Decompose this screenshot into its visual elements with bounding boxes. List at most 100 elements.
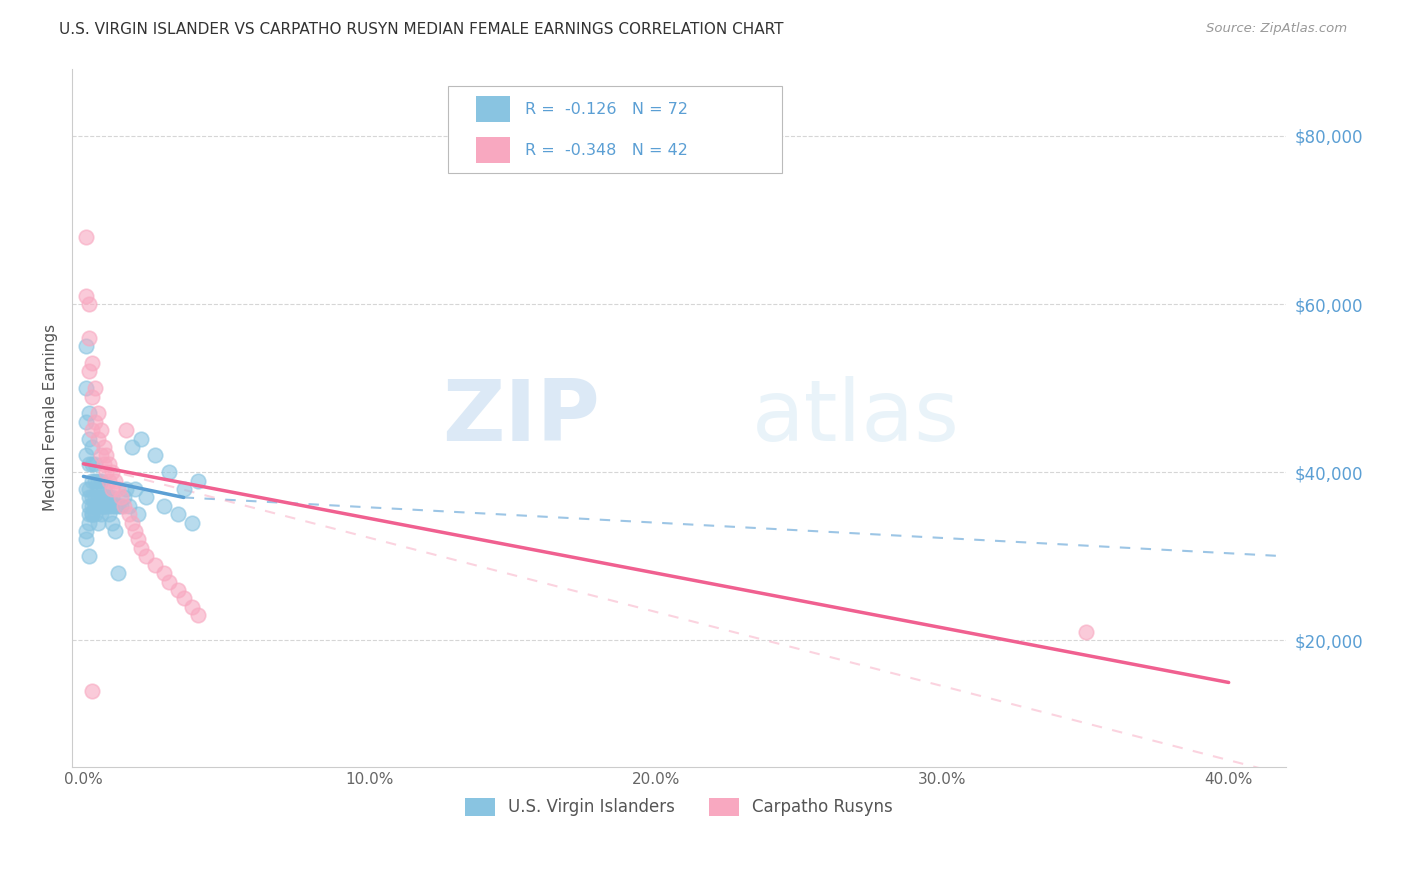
Point <box>87 432 110 446</box>
Point <box>75 533 97 547</box>
Point <box>80 423 103 437</box>
Text: ZIP: ZIP <box>443 376 600 459</box>
Point <box>80 440 103 454</box>
Point <box>152 566 174 581</box>
Point <box>77 432 100 446</box>
Point <box>157 574 180 589</box>
Point <box>101 465 124 479</box>
Point <box>93 499 115 513</box>
Point <box>80 390 103 404</box>
Point <box>127 533 149 547</box>
Point <box>167 508 190 522</box>
Point <box>121 516 143 530</box>
Point <box>98 491 121 505</box>
Point <box>124 482 146 496</box>
Point <box>96 491 118 505</box>
Point <box>87 482 110 496</box>
Point <box>84 457 107 471</box>
Y-axis label: Median Female Earnings: Median Female Earnings <box>44 324 58 511</box>
Point <box>84 381 107 395</box>
Point <box>84 499 107 513</box>
Point <box>90 423 112 437</box>
Point <box>77 457 100 471</box>
Point <box>173 482 195 496</box>
Point <box>104 499 127 513</box>
Text: R =  -0.348   N = 42: R = -0.348 N = 42 <box>524 143 688 158</box>
Point <box>90 449 112 463</box>
Point <box>84 499 107 513</box>
Point <box>135 549 157 564</box>
Point <box>129 432 152 446</box>
Point <box>101 499 124 513</box>
Point <box>110 491 132 505</box>
Point <box>77 482 100 496</box>
Point <box>98 457 121 471</box>
Point <box>112 499 135 513</box>
Point <box>87 474 110 488</box>
Point <box>90 491 112 505</box>
Point <box>98 499 121 513</box>
Point <box>80 356 103 370</box>
Point <box>107 499 129 513</box>
Point <box>80 474 103 488</box>
Point <box>98 474 121 488</box>
Point <box>77 297 100 311</box>
Point <box>90 508 112 522</box>
Point <box>90 474 112 488</box>
Point <box>104 524 127 538</box>
Point <box>121 440 143 454</box>
Point <box>77 331 100 345</box>
Point <box>77 516 100 530</box>
Point <box>77 491 100 505</box>
Point <box>75 415 97 429</box>
Point <box>129 541 152 555</box>
Point <box>187 608 209 623</box>
Text: atlas: atlas <box>752 376 960 459</box>
Point <box>143 449 166 463</box>
Point <box>93 491 115 505</box>
Legend: U.S. Virgin Islanders, Carpatho Rusyns: U.S. Virgin Islanders, Carpatho Rusyns <box>457 789 901 824</box>
Point <box>115 482 138 496</box>
Point <box>104 474 127 488</box>
Point <box>127 508 149 522</box>
Point <box>80 457 103 471</box>
Point <box>87 406 110 420</box>
Point <box>80 491 103 505</box>
Point <box>124 524 146 538</box>
Point <box>101 516 124 530</box>
Point <box>157 465 180 479</box>
Point <box>84 508 107 522</box>
Point <box>84 491 107 505</box>
Point <box>75 381 97 395</box>
Text: R =  -0.126   N = 72: R = -0.126 N = 72 <box>524 102 688 117</box>
Point <box>112 491 135 505</box>
Text: U.S. VIRGIN ISLANDER VS CARPATHO RUSYN MEDIAN FEMALE EARNINGS CORRELATION CHART: U.S. VIRGIN ISLANDER VS CARPATHO RUSYN M… <box>59 22 783 37</box>
Text: Source: ZipAtlas.com: Source: ZipAtlas.com <box>1206 22 1347 36</box>
Point <box>90 499 112 513</box>
Point <box>77 499 100 513</box>
Point <box>98 508 121 522</box>
Point <box>77 364 100 378</box>
Point <box>118 499 141 513</box>
Point <box>152 499 174 513</box>
Point <box>107 482 129 496</box>
Bar <box>477 95 510 122</box>
Point <box>77 406 100 420</box>
Point <box>181 516 204 530</box>
Point <box>173 591 195 606</box>
Point <box>96 499 118 513</box>
Point <box>181 599 204 614</box>
Point <box>75 449 97 463</box>
Point <box>107 566 129 581</box>
Point <box>101 491 124 505</box>
Bar <box>477 137 510 163</box>
Point <box>96 465 118 479</box>
FancyBboxPatch shape <box>449 86 782 173</box>
Point <box>75 229 97 244</box>
Point <box>118 508 141 522</box>
Point <box>135 491 157 505</box>
Point <box>101 482 124 496</box>
Point <box>93 499 115 513</box>
Point <box>77 508 100 522</box>
Point <box>1074 625 1097 640</box>
